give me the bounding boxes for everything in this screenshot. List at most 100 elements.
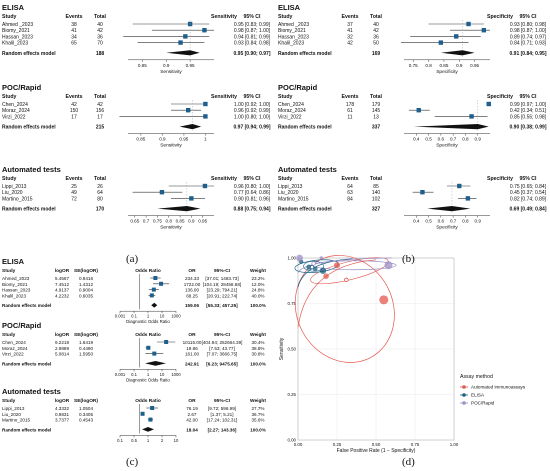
study-point xyxy=(159,190,165,195)
study-total: 40 xyxy=(373,22,379,28)
x-tick-label: 0.001 xyxy=(115,372,126,377)
study-header: Study xyxy=(278,94,293,100)
ci-header: 95%-CI xyxy=(214,268,231,274)
random-weight: 100.0% xyxy=(250,361,266,366)
study-name: Moraz_2024 xyxy=(2,108,30,114)
x-axis-label: Specificity xyxy=(436,225,458,231)
study-events: 178 xyxy=(346,102,355,108)
caption-b: (b) xyxy=(402,253,415,265)
study-ci: 0.95 [0.83; 0.99] xyxy=(234,22,271,28)
study-point xyxy=(319,267,327,274)
logor-header: logOR xyxy=(55,398,70,404)
study-weight: 30.8% xyxy=(251,352,264,357)
study-point xyxy=(466,21,471,27)
study-ci: 0.98 [0.87; 1.00] xyxy=(510,28,547,34)
study-events: 42 xyxy=(71,102,77,108)
legend-label: POC/Rapid xyxy=(471,401,495,406)
study-point xyxy=(178,40,183,45)
study-se: 1.4312 xyxy=(79,282,93,287)
y-tick-label: 1.00 xyxy=(287,256,296,261)
random-or: 159.06 xyxy=(185,303,199,308)
study-ci: [7.53; 43.77] xyxy=(209,346,235,351)
study-point xyxy=(148,417,153,422)
x-tick-label: 0.95 xyxy=(179,137,188,142)
study-or: 2.67 xyxy=(188,412,197,417)
random-ci: 0.97 [0.94; 0.99] xyxy=(234,125,271,131)
metric-header: Sensitivity xyxy=(211,94,237,100)
group-title: POC/Rapid xyxy=(278,83,318,92)
weight-header: Weight xyxy=(250,332,266,338)
study-ci: 1.00 [0.92; 1.00] xyxy=(234,102,271,108)
x-tick-label: 0.1 xyxy=(117,438,123,443)
study-events: 63 xyxy=(347,190,353,196)
study-name: Moraz_2024 xyxy=(278,108,306,114)
study-ci: 1.00 [0.80; 1.00] xyxy=(234,114,271,120)
legend-label: ELISA xyxy=(471,393,485,398)
study-point xyxy=(420,190,425,195)
logor-header: logOR xyxy=(55,332,70,338)
x-tick-label: 10 xyxy=(160,314,165,319)
metric-header: Specificity xyxy=(487,14,513,20)
study-ci: [9.72; 596.99] xyxy=(208,406,236,411)
study-ci: 0.98 [0.87; 1.00] xyxy=(234,28,271,34)
random-total: 170 xyxy=(96,207,105,213)
legend-swatch-point xyxy=(462,393,466,397)
legend-label: Automated immunoassays xyxy=(471,385,526,390)
group-title: Automated tests xyxy=(278,165,337,174)
study-point xyxy=(296,254,303,262)
x-tick-label: 0.85 xyxy=(176,219,185,224)
study-total: 26 xyxy=(97,184,103,190)
ci-header: 95% CI xyxy=(243,176,261,182)
group-title: POC/Rapid xyxy=(2,321,42,330)
study-se: 1.0504 xyxy=(79,406,93,411)
x-tick-label: 0.7 xyxy=(450,219,457,224)
group-title: ELISA xyxy=(2,257,25,266)
study-logor: 4.9137 xyxy=(55,288,69,293)
study-se: 0.9416 xyxy=(79,276,93,281)
x-tick-label: 10 xyxy=(160,372,165,377)
x-tick-label: 0.50 xyxy=(372,442,381,447)
summary-diamond xyxy=(151,302,158,308)
x-tick-label: 10 xyxy=(174,438,179,443)
x-tick-label: 0.95 xyxy=(470,63,479,68)
weight-header: Weight xyxy=(250,398,266,404)
y-tick-label: 0.50 xyxy=(287,347,296,352)
legend-swatch-point xyxy=(462,385,466,389)
study-ci: [23.29; 794.21] xyxy=(207,288,238,293)
x-tick-label: 0.8 xyxy=(462,219,469,224)
summary-diamond xyxy=(157,206,201,212)
study-se: 0.4490 xyxy=(79,346,93,351)
random-ci: [6.23; 9475.65] xyxy=(206,361,238,366)
group-title: POC/Rapid xyxy=(2,83,42,92)
study-point xyxy=(140,411,145,416)
study-name: Lippi_2013 xyxy=(2,184,27,190)
automated-confidence-region xyxy=(294,255,395,363)
study-name: Martino_2015 xyxy=(2,196,33,202)
study-point xyxy=(334,262,340,269)
study-point xyxy=(183,34,188,39)
study-total: 85 xyxy=(373,184,379,190)
study-point xyxy=(146,345,151,350)
study-name: Liu_2020 xyxy=(278,190,299,196)
random-effects-label: Random effects model xyxy=(2,51,56,57)
x-tick-label: 0.8 xyxy=(425,63,432,68)
study-name: Virzi_2022 xyxy=(2,352,24,357)
metric-header: Sensitivity xyxy=(211,176,237,182)
study-or: 68.25 xyxy=(186,293,198,298)
study-weight: 35.6% xyxy=(251,418,264,423)
study-name: Ahmed_2023 xyxy=(2,276,30,281)
study-or: 161.00 xyxy=(185,352,199,357)
study-events: 61 xyxy=(347,108,353,114)
study-name: Khalil_2023 xyxy=(2,41,28,47)
random-total: 337 xyxy=(372,125,381,131)
legend-title: Assay method xyxy=(460,374,493,380)
study-events: 25 xyxy=(71,184,77,190)
x-tick-label: 2 xyxy=(161,438,164,443)
random-ci: 0.90 [0.38; 0.99] xyxy=(510,125,547,131)
study-header: Study xyxy=(2,398,16,404)
random-total: 169 xyxy=(372,51,381,57)
study-name: Virzi_2022 xyxy=(278,114,302,120)
study-total: 42 xyxy=(97,28,103,34)
study-weight: 12.0% xyxy=(251,282,264,287)
study-ci: 0.45 [0.37; 0.54] xyxy=(510,190,547,196)
